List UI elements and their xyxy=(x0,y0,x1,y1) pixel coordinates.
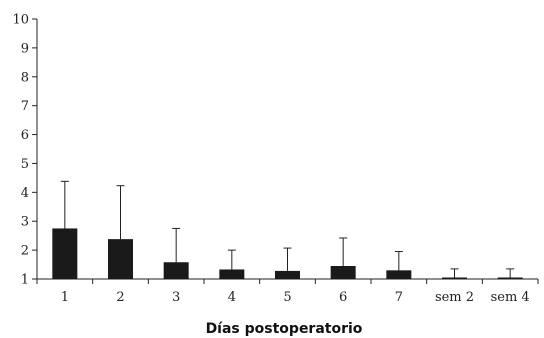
bars xyxy=(52,228,523,279)
y-tick-label: 8 xyxy=(21,70,29,85)
error-bars xyxy=(60,180,515,278)
x-tick-label: 7 xyxy=(395,290,403,305)
x-tick-label: 2 xyxy=(116,290,124,305)
x-axis: 1 2 3 4 5 6 7 sem 2 sem 4 xyxy=(36,278,539,305)
bar xyxy=(386,270,412,279)
y-tick-label: 9 xyxy=(21,41,29,56)
bar xyxy=(330,266,356,279)
y-tick-label: 2 xyxy=(21,244,29,259)
x-tick-label: 4 xyxy=(228,290,236,305)
y-tick-label: 10 xyxy=(12,13,29,28)
x-tick-label: sem 2 xyxy=(435,290,474,305)
y-tick-label: 1 xyxy=(21,273,29,288)
x-tick-label: 6 xyxy=(339,290,347,305)
bar xyxy=(52,228,78,279)
x-tick-label: sem 4 xyxy=(491,290,530,305)
bar xyxy=(219,269,245,279)
x-tick-label: 3 xyxy=(172,290,180,305)
bar xyxy=(275,270,300,279)
y-tick-label: 7 xyxy=(21,99,29,114)
y-tick-label: 4 xyxy=(21,186,29,201)
x-axis-title: Días postoperatorio xyxy=(206,321,363,337)
y-tick-label: 6 xyxy=(21,128,29,143)
x-tick-label: 5 xyxy=(283,290,291,305)
bar xyxy=(442,277,467,279)
y-tick-label: 3 xyxy=(21,215,29,230)
y-tick-label: 5 xyxy=(21,157,29,172)
bar xyxy=(108,239,133,279)
x-tick-label: 1 xyxy=(61,290,69,305)
y-axis: 1 2 3 4 5 6 7 8 9 10 xyxy=(12,13,38,288)
bar xyxy=(497,277,523,279)
bar xyxy=(163,262,189,279)
